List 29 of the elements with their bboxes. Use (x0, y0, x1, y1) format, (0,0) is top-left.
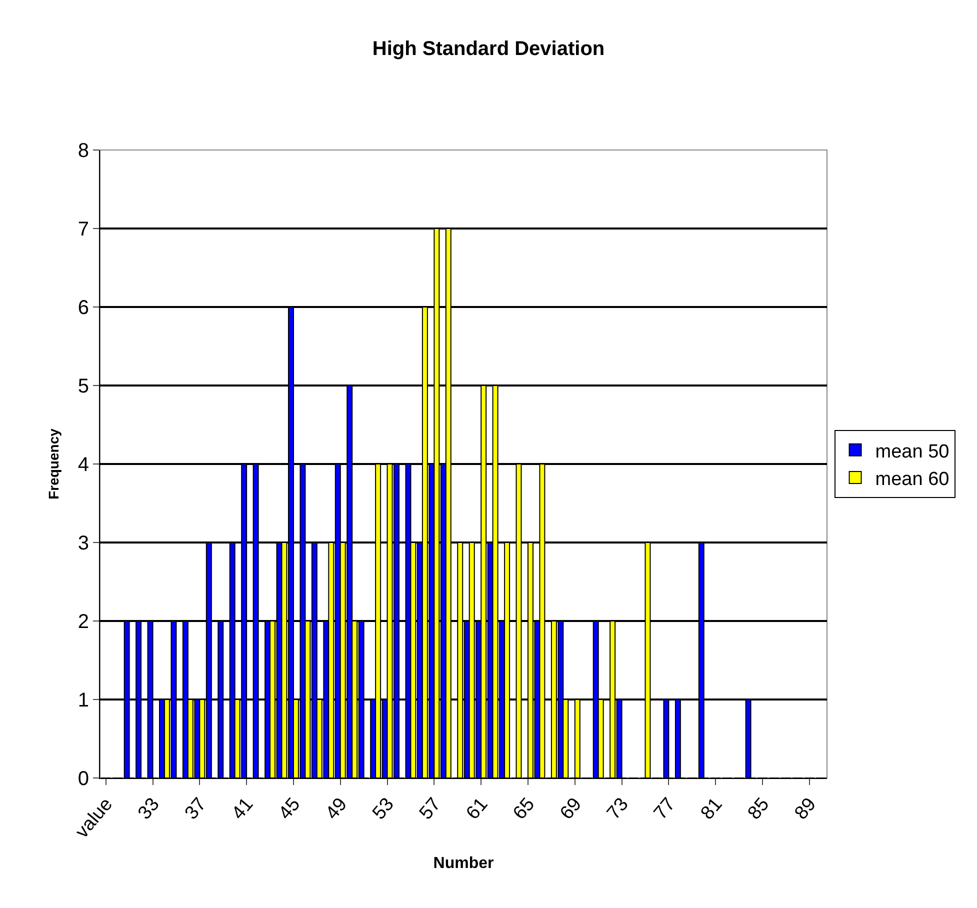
y-tick-label: 5 (78, 376, 89, 398)
x-tick-label: 57 (416, 794, 446, 824)
x-tick-label: 49 (322, 794, 352, 824)
x-tick-label: 81 (697, 794, 727, 824)
x-tick-label: 69 (556, 794, 586, 824)
x-tick-label: 37 (181, 794, 211, 824)
x-tick-label: 53 (368, 794, 398, 824)
y-tick-label: 3 (78, 532, 89, 554)
x-tick-label: 45 (274, 794, 305, 824)
legend-label: mean 50 (875, 441, 950, 462)
y-tick-label: 2 (78, 611, 89, 633)
x-tick-label: 61 (462, 794, 492, 824)
y-tick-label: 0 (78, 768, 89, 790)
y-tick-label: 4 (78, 454, 89, 476)
x-tick-label: 73 (603, 794, 633, 824)
x-tick-label: 65 (509, 794, 540, 824)
x-tick-label: 89 (790, 794, 821, 824)
x-tick-label: 85 (744, 794, 774, 824)
x-tick-label: 41 (228, 794, 258, 824)
y-tick-label: 6 (78, 297, 89, 319)
legend-label: mean 60 (875, 468, 950, 490)
x-tick-label: 33 (134, 794, 164, 824)
x-tick-label: 77 (650, 794, 680, 824)
chart-title: High Standard Deviation (372, 38, 605, 60)
y-tick-label: 1 (78, 690, 89, 712)
y-axis-title: Frequency (45, 428, 62, 500)
x-axis-title: Number (433, 855, 494, 872)
y-tick-label: 7 (78, 218, 89, 240)
y-tick-label: 8 (78, 140, 89, 162)
